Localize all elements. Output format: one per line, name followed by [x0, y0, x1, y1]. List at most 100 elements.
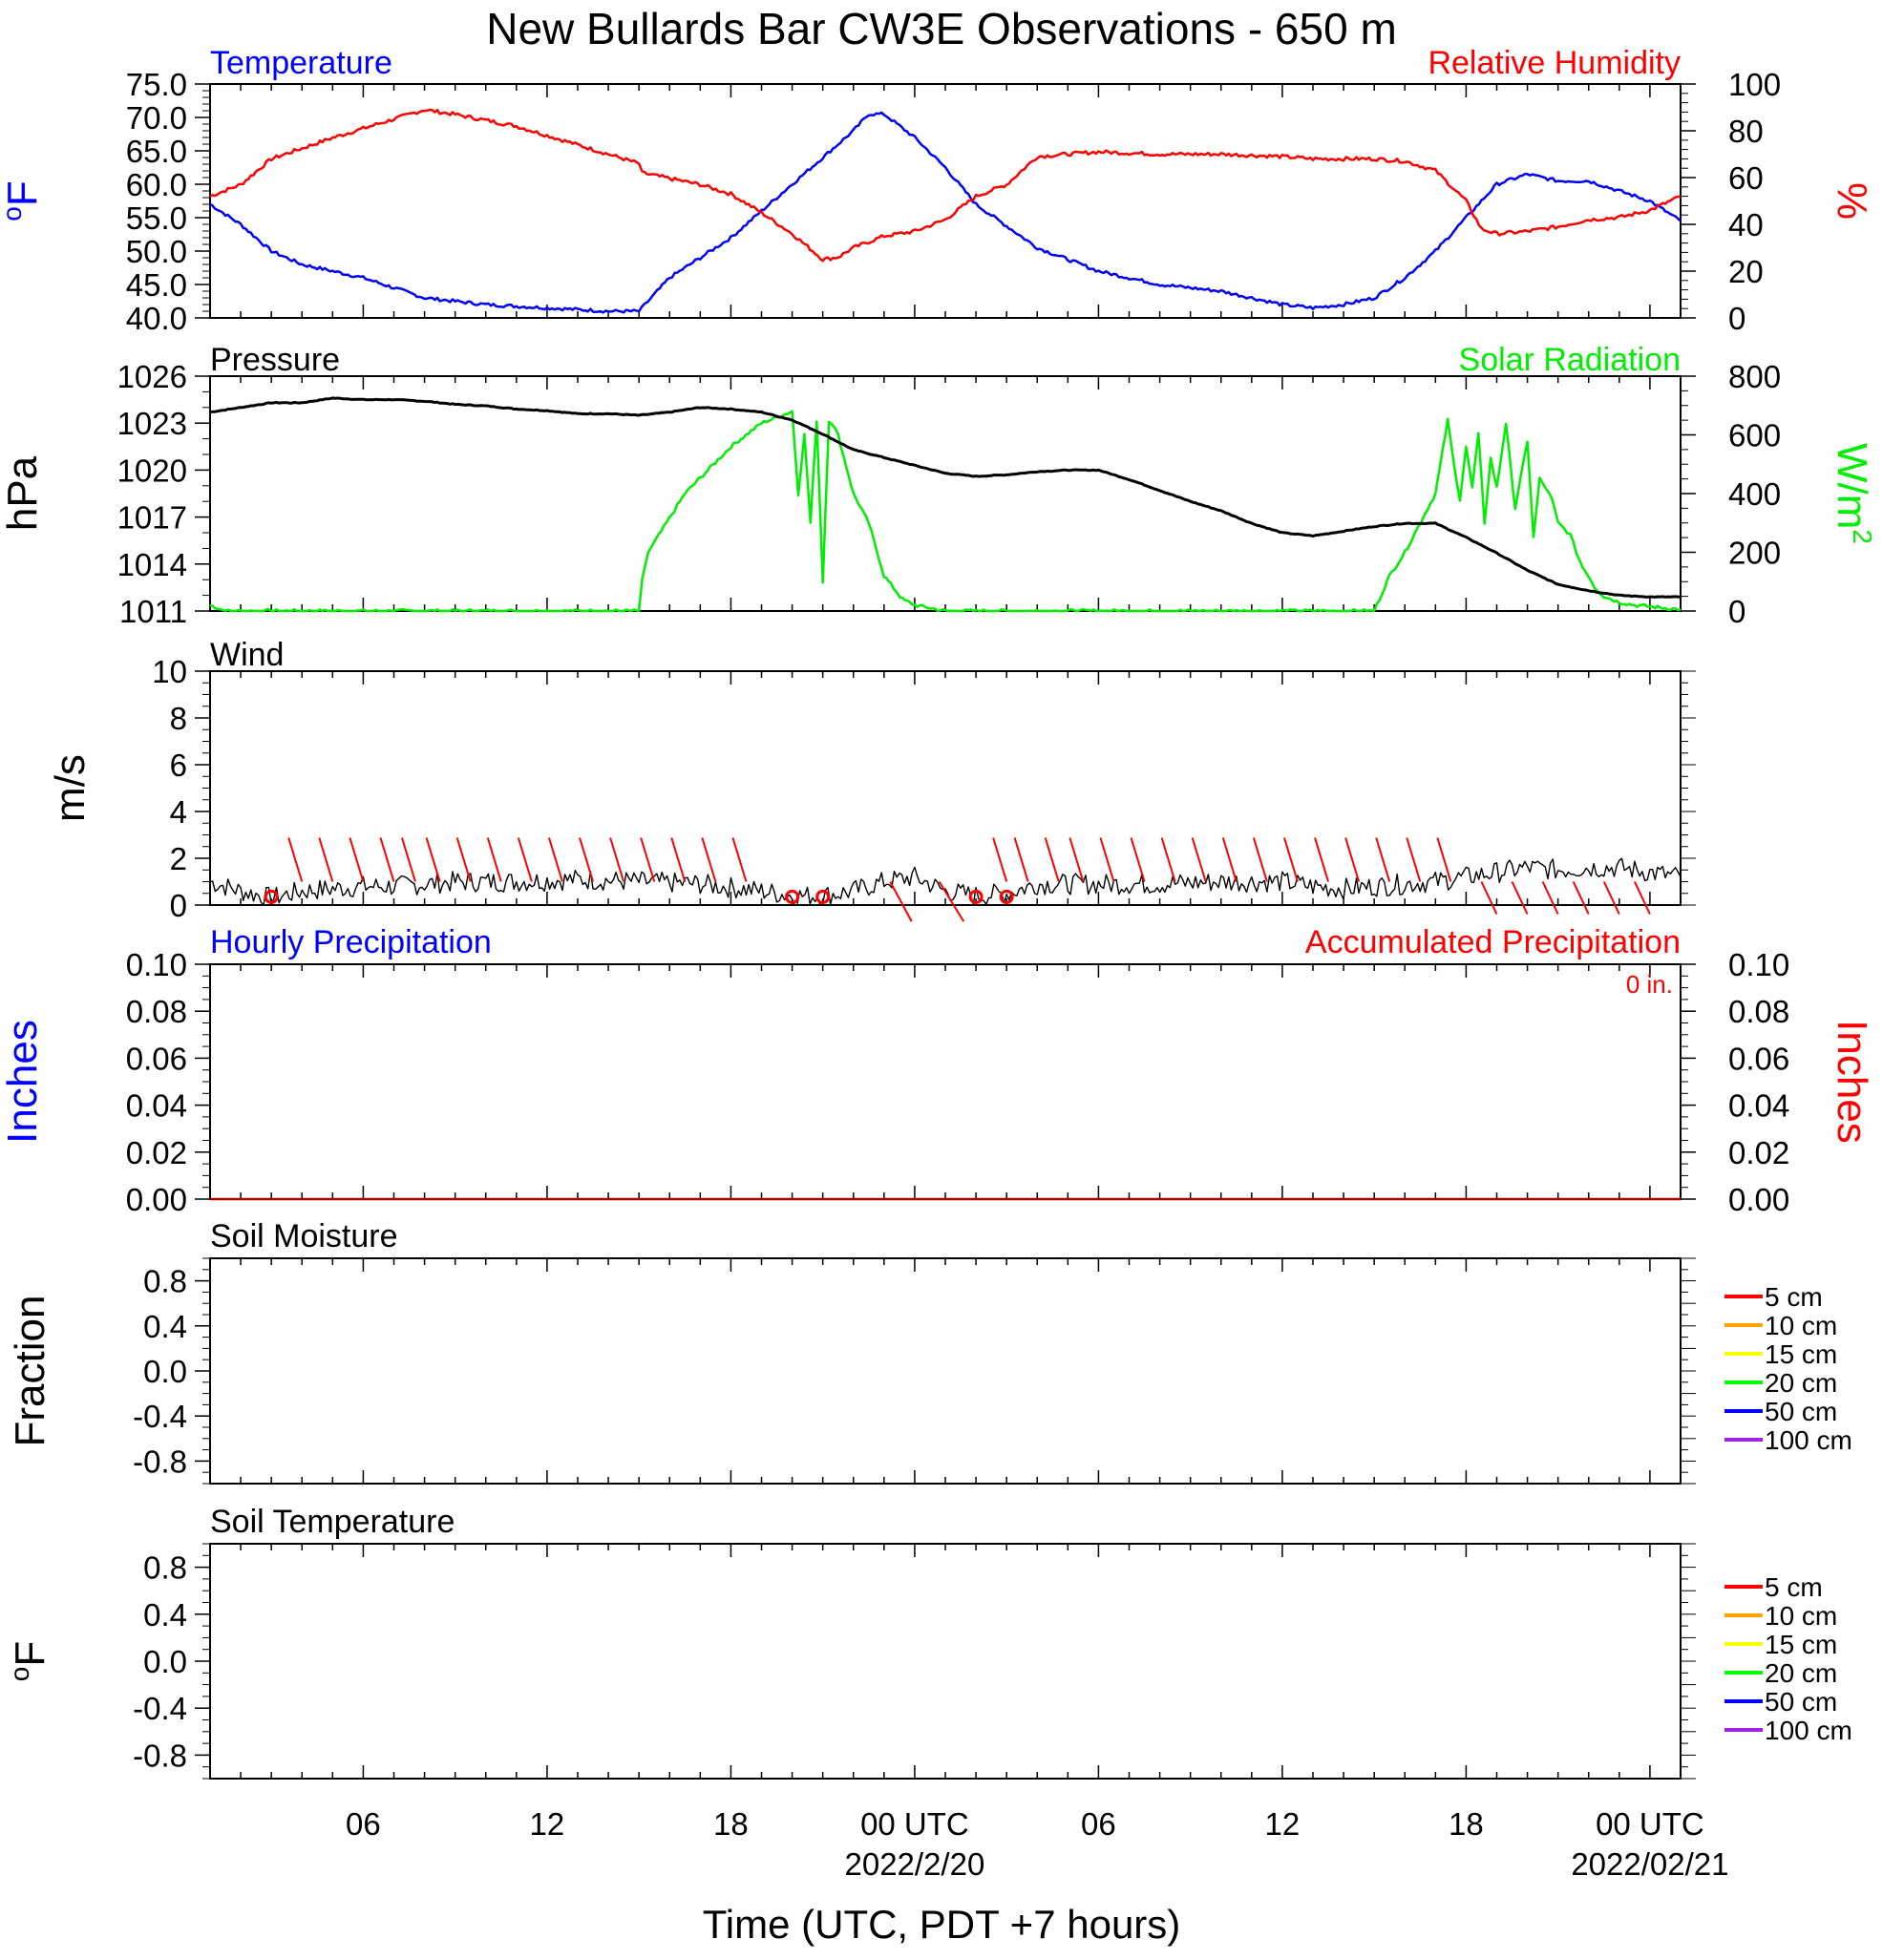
y-tick-label: 0.10 [126, 947, 187, 982]
wind-barb [1130, 837, 1146, 882]
y-tick-label: 1026 [117, 359, 187, 394]
panel-title-soil-temp: Soil Temperature [210, 1504, 455, 1540]
wind-barb [1633, 881, 1651, 915]
y-axis-title: W/m2 [1829, 443, 1877, 544]
wind-barb [701, 837, 717, 882]
wind-barb [1375, 837, 1391, 882]
y-tick-label: 4 [170, 794, 187, 830]
wind-barb [670, 837, 687, 882]
legend-label: 20 cm [1765, 1658, 1837, 1688]
y-tick-label-right: 800 [1728, 359, 1781, 394]
panel-title-temperature: Temperature [210, 45, 392, 81]
y-axis-title: Inches [0, 1020, 46, 1144]
y-tick-label: -0.8 [133, 1444, 187, 1479]
x-tick-label: 18 [713, 1806, 749, 1842]
wind-barb [379, 837, 395, 882]
y-tick-label: 1023 [117, 406, 187, 441]
legend-label: 50 cm [1765, 1397, 1837, 1426]
panels-group: 40.045.050.055.060.065.070.075.002040608… [0, 45, 1877, 1882]
accumulated-precip-value: 0 in. [1626, 970, 1673, 999]
legend-label: 5 cm [1765, 1282, 1823, 1312]
y-axis-title: % [1829, 182, 1875, 220]
y-tick-label: 55.0 [126, 200, 187, 236]
x-tick-date-label: 2022/2/20 [845, 1846, 985, 1882]
wind-speed-line [209, 857, 1682, 906]
y-tick-label-right: 200 [1728, 536, 1781, 571]
wind-barb [1602, 881, 1620, 915]
panel-pressure-solar: 1011 1014 1017 1020 1023 1026 0 200 400 600 800 Pre… [117, 342, 1781, 629]
wind-barb [1283, 837, 1299, 882]
y-tick-label: 0.8 [143, 1264, 187, 1299]
legend-label: 100 cm [1765, 1425, 1852, 1455]
wind-barb [1099, 837, 1115, 882]
y-tick-label-right: 0 [1728, 594, 1745, 629]
wind-barb [1221, 837, 1238, 882]
legend-label: 100 cm [1765, 1716, 1852, 1745]
wind-barb [425, 837, 441, 882]
chart-title: New Bullards Bar CW3E Observations - 650… [486, 4, 1397, 53]
plot-frame [209, 1257, 1682, 1485]
y-tick-label: 0.02 [126, 1135, 187, 1170]
y-tick-label: 0.0 [143, 1354, 187, 1389]
wind-barb [1314, 837, 1329, 882]
y-tick-label: 70.0 [126, 100, 187, 136]
wind-barb [889, 881, 913, 922]
x-tick-label: 00 UTC [1596, 1806, 1704, 1842]
wind-barb [579, 837, 594, 882]
y-axis-title: m/s [47, 754, 94, 822]
wind-barb [1344, 837, 1361, 882]
panel-soil-temperature: -0.8 -0.4 0.0 0.4 0.8 Soil Temperature 5 cm10 … [133, 1504, 1852, 1780]
y-tick-label-right: 100 [1728, 67, 1781, 102]
y-tick-label: 0.06 [126, 1041, 187, 1076]
y-tick-label-right: 60 [1728, 160, 1764, 196]
y-tick-label: 0.04 [126, 1088, 187, 1124]
wind-barb [318, 837, 334, 882]
y-tick-label: -0.8 [133, 1738, 187, 1773]
panel-wind: 0 2 4 6 8 10 Wind [152, 637, 1696, 923]
x-axis-title: Time (UTC, PDT +7 hours) [703, 1902, 1181, 1947]
legend-label: 15 cm [1765, 1630, 1837, 1659]
calm-wind-marker [785, 889, 800, 904]
wind-barb [1480, 881, 1498, 915]
calm-wind-marker [264, 889, 279, 904]
x-tick-label: 06 [346, 1806, 381, 1842]
wind-barb [401, 837, 416, 882]
wind-barb [1013, 837, 1029, 882]
y-tick-label: 8 [170, 701, 187, 736]
y-tick-label-right: 20 [1728, 254, 1764, 289]
panel-title-hourly-precip: Hourly Precipitation [210, 924, 492, 960]
legend-label: 10 cm [1765, 1311, 1837, 1340]
x-tick-label: 12 [1265, 1806, 1301, 1842]
wind-barb [1191, 837, 1207, 882]
y-tick-label: 0.4 [143, 1597, 187, 1633]
wind-barb [517, 837, 533, 882]
y-axis-title: Fraction [7, 1296, 53, 1447]
y-tick-label: 2 [170, 841, 187, 876]
legend-label: 20 cm [1765, 1368, 1837, 1398]
y-tick-label: 10 [152, 654, 187, 689]
plot-frame [209, 963, 1682, 1200]
y-tick-label-right: 0.08 [1728, 994, 1789, 1029]
y-tick-label-right: 40 [1728, 207, 1764, 242]
x-tick-label: 18 [1449, 1806, 1484, 1842]
y-tick-label-right: 0.06 [1728, 1041, 1789, 1076]
solar-radiation-line [209, 410, 1682, 613]
plot-frame [209, 670, 1682, 906]
y-tick-label: -0.4 [133, 1399, 187, 1434]
y-tick-label-right: 0.04 [1728, 1088, 1789, 1124]
wind-barb [1572, 881, 1590, 915]
wind-barb [548, 837, 563, 882]
wind-barb [287, 837, 304, 882]
calm-wind-marker [968, 889, 984, 904]
y-tick-label-right: 600 [1728, 418, 1781, 453]
y-tick-label: 0.00 [126, 1182, 187, 1217]
y-axis-title: hPa [0, 455, 46, 531]
wind-barb [455, 837, 472, 882]
plot-frame [209, 83, 1682, 319]
wind-barb [1511, 881, 1529, 915]
panel-title-solar: Solar Radiation [1459, 342, 1681, 378]
legend-label: 15 cm [1765, 1339, 1837, 1369]
calm-wind-marker [999, 889, 1014, 904]
y-tick-label-right: 0.10 [1728, 947, 1789, 982]
